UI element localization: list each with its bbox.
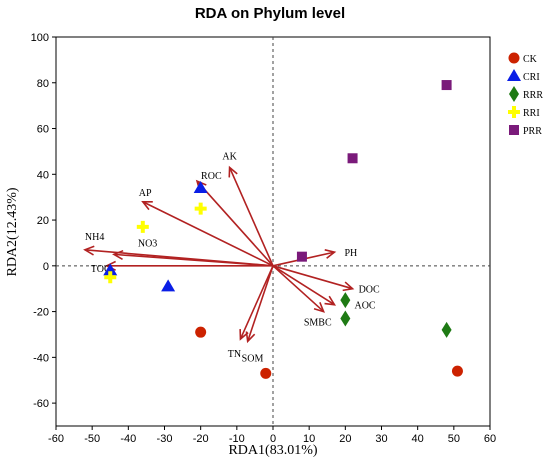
arrow-line-roc: [196, 180, 274, 267]
arrow-line-smbc: [272, 265, 325, 313]
arrow-label-som: SOM: [242, 353, 264, 364]
legend-marker-rrr: [509, 86, 519, 102]
arrow-line-tn: [239, 265, 274, 340]
arrow-line-ak: [228, 167, 274, 267]
chart-title: RDA on Phylum level: [195, 5, 345, 22]
arrow-line-doc: [272, 265, 353, 290]
arrow-line-som: [246, 265, 274, 342]
x-axis-ticks: -60 -50 -40 -30 -20 -10 0 10 20 30 40 50 60: [48, 426, 496, 445]
point-rrr: [340, 310, 351, 327]
arrow-label-toc: TOC: [91, 264, 111, 275]
x-tick-label: 40: [412, 433, 424, 445]
arrow-head-no3: [112, 249, 124, 261]
arrow-head-smbc: [313, 302, 325, 313]
arrow-label-smbc: SMBC: [304, 318, 332, 329]
x-tick-label: 30: [375, 433, 387, 445]
arrow-label-no3: NO3: [138, 238, 157, 249]
legend: CK CRI RRR RRI PRR: [507, 52, 543, 137]
y-tick-label: -60: [33, 398, 49, 410]
y-tick-label: 80: [37, 78, 49, 90]
x-tick-label: 50: [448, 433, 460, 445]
arrow-label-tn: TN: [228, 349, 241, 360]
point-ck: [451, 365, 463, 377]
legend-label-cri: CRI: [523, 72, 540, 83]
y-tick-label: 60: [37, 124, 49, 136]
arrow-head-ak: [228, 165, 238, 178]
y-tick-label: 20: [37, 215, 49, 227]
point-ck: [260, 367, 272, 379]
point-ck: [195, 326, 207, 338]
arrow-head-ap: [141, 200, 153, 211]
sample-points: [103, 80, 463, 379]
y-tick-label: 100: [31, 32, 49, 44]
x-tick-label: -30: [157, 433, 173, 445]
arrow-label-nh4: NH4: [85, 232, 104, 243]
y-axis-label: RDA2(12.43%): [5, 187, 20, 276]
point-cri: [103, 263, 118, 276]
x-tick-label: -20: [193, 433, 209, 445]
y-tick-label: 0: [43, 261, 49, 273]
x-tick-label: 10: [303, 433, 315, 445]
arrow-label-doc: DOC: [359, 285, 380, 296]
legend-marker-prr: [509, 125, 519, 135]
y-axis-ticks: -60 -40 -20 0 20 40 60 80 100: [31, 32, 56, 410]
legend-label-prr: PRR: [523, 126, 542, 137]
point-prr: [347, 153, 358, 164]
x-tick-label: -50: [84, 433, 100, 445]
legend-marker-cri: [507, 69, 521, 81]
arrow-line-ap: [142, 201, 274, 267]
legend-label-rri: RRI: [523, 108, 540, 119]
y-tick-label: 40: [37, 169, 49, 181]
point-prr: [296, 251, 307, 262]
arrow-head-tn: [239, 329, 249, 341]
x-tick-label: 20: [339, 433, 351, 445]
arrow-line-aoc: [272, 265, 335, 306]
arrow-label-ph: PH: [344, 248, 357, 259]
x-tick-label: -60: [48, 433, 64, 445]
point-rri: [194, 202, 207, 215]
x-axis-label: RDA1(83.01%): [228, 443, 317, 458]
legend-marker-ck: [508, 52, 520, 64]
point-rrr: [441, 321, 452, 338]
x-tick-label: 0: [270, 433, 276, 445]
arrow-line-no3: [113, 253, 274, 267]
arrow-head-doc: [342, 281, 355, 292]
legend-label-rrr: RRR: [523, 90, 543, 101]
point-rri: [136, 220, 149, 233]
x-tick-label: -40: [120, 433, 136, 445]
point-rrr: [340, 292, 351, 309]
arrow-label-roc: ROC: [201, 171, 222, 182]
arrow-head-ph: [324, 249, 337, 259]
arrow-label-ap: AP: [139, 188, 152, 199]
legend-marker-rri: [508, 106, 520, 118]
point-prr: [441, 80, 452, 91]
y-tick-label: -40: [33, 352, 49, 364]
arrow-head-aoc: [324, 295, 337, 306]
point-cri: [161, 279, 176, 292]
arrow-head-som: [245, 331, 256, 344]
arrow-label-aoc: AOC: [354, 301, 375, 312]
arrow-head-nh4: [83, 245, 95, 256]
point-rri: [104, 271, 117, 284]
x-tick-label: -10: [229, 433, 245, 445]
y-tick-label: -20: [33, 307, 49, 319]
legend-label-ck: CK: [523, 54, 538, 65]
x-tick-label: 60: [484, 433, 496, 445]
arrow-label-ak: AK: [222, 151, 237, 162]
point-cri: [193, 181, 208, 194]
